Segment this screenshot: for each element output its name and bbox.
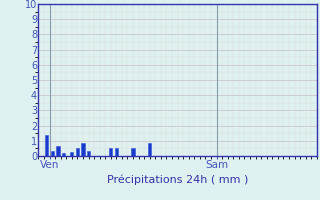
X-axis label: Précipitations 24h ( mm ): Précipitations 24h ( mm ) bbox=[107, 174, 248, 185]
Bar bbox=[70, 152, 74, 156]
Bar bbox=[81, 143, 84, 156]
Bar bbox=[76, 148, 79, 156]
Bar bbox=[45, 135, 48, 156]
Bar bbox=[87, 151, 90, 156]
Bar bbox=[132, 148, 135, 156]
Bar bbox=[56, 146, 60, 156]
Bar bbox=[62, 153, 65, 156]
Bar bbox=[109, 148, 112, 156]
Bar bbox=[148, 143, 151, 156]
Bar bbox=[115, 148, 118, 156]
Bar bbox=[51, 151, 54, 156]
